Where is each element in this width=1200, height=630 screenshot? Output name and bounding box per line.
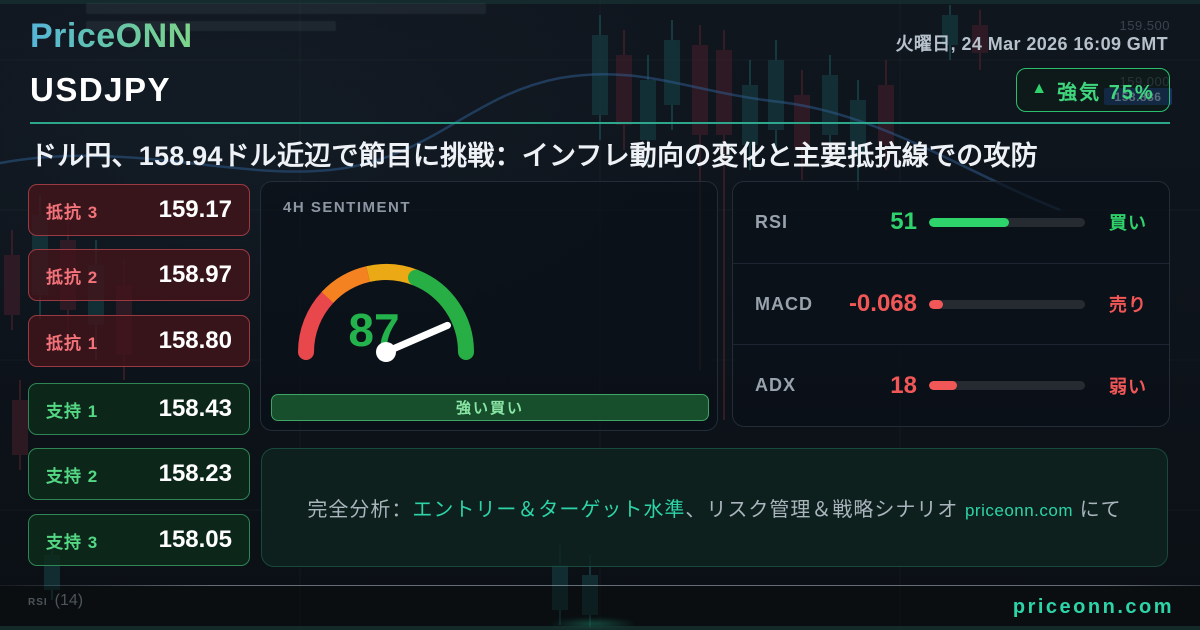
sentiment-gauge: 87 (297, 264, 474, 362)
gauge-needle (382, 321, 451, 356)
indicator-signal: 売り (1109, 295, 1147, 315)
indicator-bar-track (929, 381, 1085, 391)
indicator-bar-fill (929, 299, 944, 309)
sentiment-signal-label: 強い買い (455, 400, 524, 417)
bg-price-label: 159.000 (1119, 74, 1170, 89)
resistance-2-card: 抵抗 2 158.97 (28, 249, 250, 301)
level-value: 158.80 (158, 327, 232, 354)
support-3-card: 支持 3 158.05 (28, 514, 250, 566)
level-label: 支持 1 (46, 401, 99, 421)
indicator-name: MACD (755, 293, 813, 314)
headline: ドル円、158.94ドル近辺で節目に挑戦：インフレ動向の変化と主要抵抗線での攻防 (30, 141, 1038, 171)
sentiment-panel: 4H SENTIMENT 87 強い買い (260, 181, 718, 431)
indicator-bar-fill (929, 381, 958, 391)
gauge-segment-green (408, 269, 474, 360)
bg-rsi-label: RSI (28, 597, 48, 608)
indicator-row-adx: ADX 18 弱い (733, 344, 1169, 426)
bottom-edge-tint (0, 626, 1200, 630)
indicator-name: ADX (755, 375, 797, 396)
moving-average-line (0, 72, 1061, 212)
cta-site-link[interactable]: priceonn.com (964, 501, 1074, 520)
indicator-value: -0.068 (848, 290, 917, 317)
indicator-bar-track (929, 299, 1085, 309)
level-value: 158.05 (158, 526, 232, 553)
resistance-1-card: 抵抗 1 158.80 (28, 315, 250, 367)
level-value: 159.17 (158, 196, 232, 223)
level-label: 抵抗 2 (46, 267, 99, 287)
level-value: 158.43 (158, 395, 232, 422)
level-label: 支持 2 (46, 466, 99, 486)
resistance-3-card: 抵抗 3 159.17 (28, 184, 250, 236)
support-2-card: 支持 2 158.23 (28, 448, 250, 500)
support-1-card: 支持 1 158.43 (28, 383, 250, 435)
bg-faint-text-line (86, 21, 336, 31)
bg-rsi-period: (14) (54, 592, 84, 609)
header-divider (30, 122, 1170, 124)
indicators-panel: RSI 51 買い MACD -0.068 売り ADX 18 (732, 181, 1170, 427)
cta-suffix: にて (1073, 499, 1122, 521)
sentiment-title: 4H SENTIMENT (283, 199, 412, 216)
level-label: 抵抗 1 (46, 333, 99, 353)
footer-band (0, 586, 1200, 630)
top-edge-tint (0, 0, 1200, 4)
footer-divider-line (0, 585, 1200, 586)
bg-rsi-remnant: RSI (14) (28, 592, 83, 610)
indicator-bar-track (929, 217, 1085, 227)
level-label: 抵抗 3 (46, 202, 99, 222)
bg-faint-text-line (86, 3, 486, 14)
footer-site-link[interactable]: priceonn.com (1012, 596, 1174, 618)
indicator-row-rsi: RSI 51 買い (733, 182, 1169, 263)
level-value: 158.97 (158, 261, 232, 288)
indicator-value: 18 (890, 371, 917, 399)
cta-banner: 完全分析：エントリー＆ターゲット水準、リスク管理＆戦略シナリオ priceonn… (261, 448, 1168, 567)
cta-highlight: エントリー＆ターゲット水準 (412, 499, 686, 521)
sentiment-badge: ▲ 強気 75% (1016, 68, 1170, 112)
indicator-value: 51 (890, 208, 917, 236)
cta-prefix: 完全分析： (307, 499, 413, 521)
bg-last-price-tag: 158.886 (1104, 88, 1172, 105)
symbol-title: USDJPY (30, 71, 172, 108)
cta-text: 完全分析：エントリー＆ターゲット水準、リスク管理＆戦略シナリオ priceonn… (307, 493, 1121, 522)
gauge-segment-orange (321, 266, 371, 304)
bg-price-label: 159.500 (1119, 18, 1170, 33)
sentiment-signal-pill: 強い買い (271, 394, 709, 421)
level-value: 158.23 (158, 460, 232, 487)
indicator-row-macd: MACD -0.068 売り (733, 262, 1169, 345)
gauge-segment-red (297, 289, 336, 360)
datetime-label: 火曜日, 24 Mar 2026 16:09 GMT (895, 34, 1168, 54)
badge-label: 強気 75% (1057, 81, 1155, 104)
indicator-signal: 買い (1109, 213, 1147, 234)
indicator-signal: 弱い (1109, 376, 1147, 397)
level-label: 支持 3 (46, 532, 99, 552)
indicator-bar-fill (929, 217, 1009, 227)
triangle-up-icon: ▲ (1031, 80, 1048, 97)
gauge-hub (376, 342, 396, 362)
brand-logo: PriceONN (30, 17, 193, 55)
indicator-name: RSI (755, 211, 789, 232)
cta-middle: 、リスク管理＆戦略シナリオ (685, 499, 965, 521)
